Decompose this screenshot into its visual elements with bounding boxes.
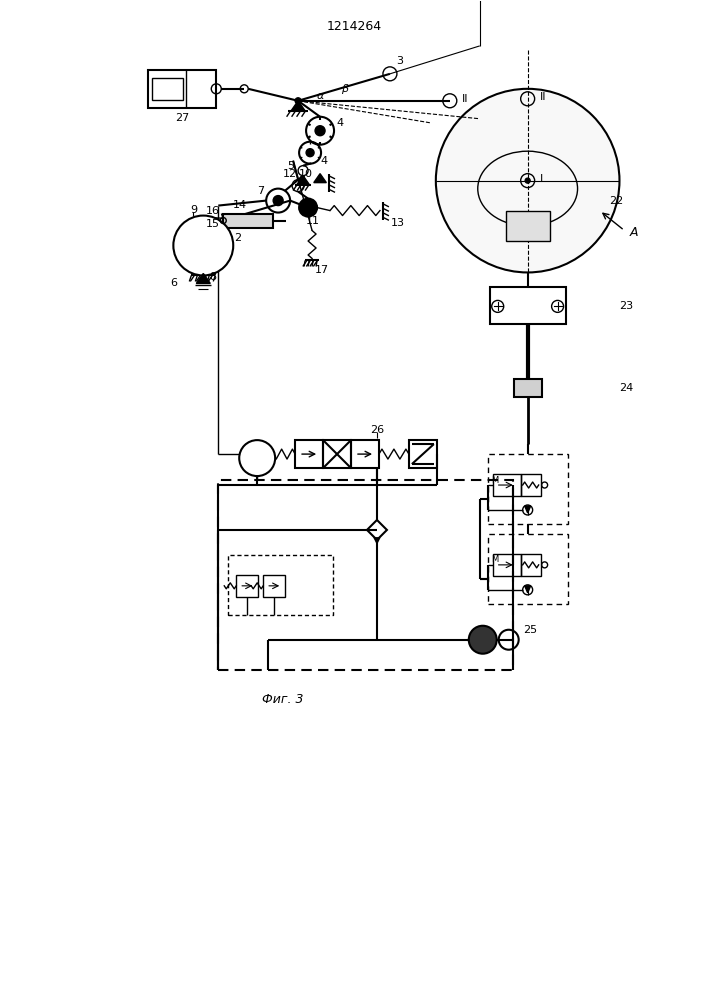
Text: α: α: [316, 91, 324, 101]
Text: 27: 27: [175, 113, 189, 123]
Bar: [228, 555, 333, 615]
Polygon shape: [525, 586, 531, 593]
Bar: [520, 554, 541, 576]
Bar: [148, 70, 216, 108]
Polygon shape: [314, 174, 327, 183]
Text: 25: 25: [522, 625, 537, 635]
Text: 1214264: 1214264: [327, 20, 382, 33]
Circle shape: [239, 440, 275, 476]
Bar: [351, 440, 379, 468]
Text: M: M: [491, 476, 498, 485]
Text: 4: 4: [337, 118, 344, 128]
Bar: [263, 575, 285, 597]
Text: 10: 10: [299, 169, 313, 179]
Bar: [153, 78, 183, 100]
Circle shape: [173, 216, 233, 275]
Text: 23: 23: [619, 301, 633, 311]
Polygon shape: [297, 176, 310, 185]
Circle shape: [273, 196, 283, 206]
Text: II: II: [539, 92, 546, 102]
Bar: [223, 214, 273, 228]
Text: 5: 5: [288, 161, 295, 171]
Circle shape: [299, 199, 317, 217]
Text: A: A: [629, 226, 638, 239]
Bar: [514, 379, 542, 397]
Bar: [323, 440, 351, 468]
Text: 12: 12: [283, 169, 297, 179]
Text: I: I: [539, 174, 543, 184]
Text: 3: 3: [397, 56, 404, 66]
Circle shape: [469, 626, 497, 654]
Text: 8: 8: [210, 272, 217, 282]
Bar: [409, 440, 437, 468]
Circle shape: [295, 98, 301, 104]
Text: Фиг. 3: Фиг. 3: [262, 693, 304, 706]
Bar: [490, 287, 566, 324]
Bar: [218, 480, 513, 670]
Text: M: M: [491, 555, 498, 564]
Text: 2: 2: [234, 233, 241, 243]
Bar: [493, 474, 520, 496]
Polygon shape: [525, 506, 531, 513]
Polygon shape: [197, 273, 210, 283]
Bar: [506, 211, 549, 241]
Text: β: β: [341, 84, 349, 94]
Bar: [493, 554, 520, 576]
Text: 16: 16: [206, 206, 221, 216]
Bar: [236, 575, 258, 597]
Circle shape: [315, 126, 325, 136]
Text: 9: 9: [189, 205, 197, 215]
Bar: [295, 440, 323, 468]
Text: 4: 4: [320, 156, 327, 166]
Text: 14: 14: [233, 200, 247, 210]
Text: II: II: [462, 94, 468, 104]
Text: 6: 6: [170, 278, 177, 288]
Bar: [520, 474, 541, 496]
Circle shape: [306, 149, 314, 157]
Circle shape: [436, 89, 619, 272]
Text: 11: 11: [306, 216, 320, 226]
Bar: [488, 534, 568, 604]
Text: 13: 13: [391, 218, 405, 228]
Text: 7: 7: [257, 186, 264, 196]
Text: 26: 26: [370, 425, 384, 435]
Text: 22: 22: [609, 196, 624, 206]
Text: 24: 24: [619, 383, 633, 393]
Text: 15: 15: [206, 219, 221, 229]
Circle shape: [525, 178, 530, 183]
Polygon shape: [291, 101, 305, 111]
Text: 17: 17: [315, 265, 329, 275]
Bar: [488, 454, 568, 524]
